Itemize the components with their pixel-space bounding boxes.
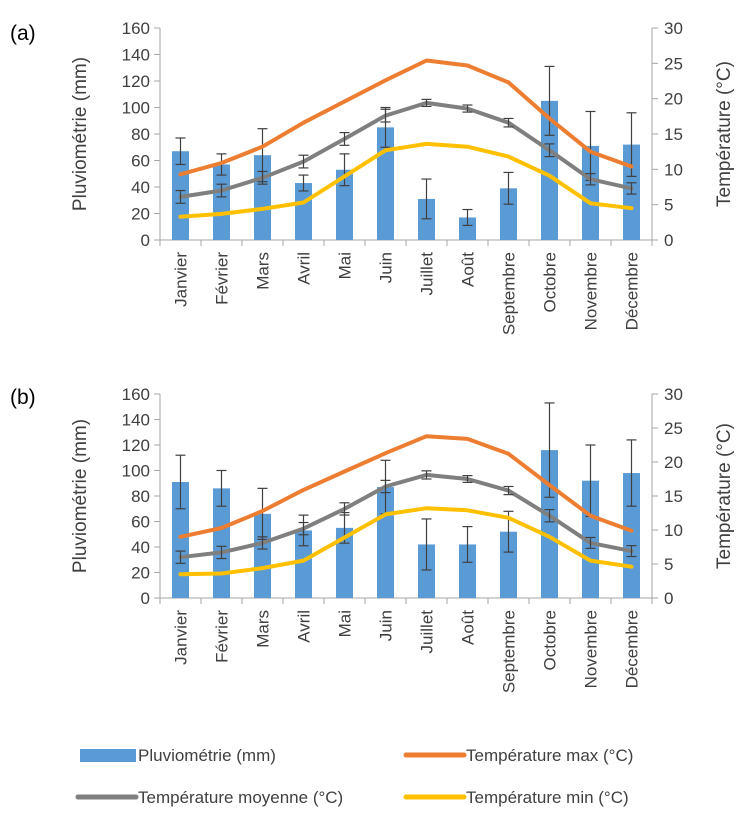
series-line-mean: [178, 100, 634, 199]
category-label: Avril: [295, 252, 314, 285]
y-tick-label: 120: [122, 436, 150, 455]
legend-label-max: Température max (°C): [466, 746, 633, 765]
y2-tick-label: 0: [664, 231, 673, 250]
y2-tick-label: 10: [664, 521, 683, 540]
y2-tick-label: 0: [664, 589, 673, 608]
y2-axis-title: Température (°C): [714, 61, 735, 207]
category-label: Juillet: [418, 610, 437, 654]
category-label: Août: [459, 252, 478, 287]
y-tick-label: 160: [122, 19, 150, 38]
category-label: Juin: [377, 252, 396, 283]
category-label: Novembre: [582, 610, 601, 688]
bar-rainfall: [213, 488, 230, 598]
category-label: Décembre: [623, 610, 642, 688]
y2-axis-title: Température (°C): [714, 423, 735, 569]
y2-tick-label: 5: [664, 196, 673, 215]
y-tick-label: 80: [131, 487, 150, 506]
bar-rainfall: [172, 481, 189, 598]
y-axis-title: Pluviométrie (mm): [70, 419, 91, 573]
bar-rainfall: [213, 164, 230, 240]
y2-tick-label: 30: [664, 19, 683, 38]
y2-tick-label: 10: [664, 160, 683, 179]
category-label: Février: [213, 610, 232, 663]
y2-tick-label: 25: [664, 54, 683, 73]
category-label: Janvier: [172, 610, 191, 665]
y-tick-label: 40: [131, 538, 150, 557]
y-tick-label: 20: [131, 205, 150, 224]
y-tick-label: 160: [122, 385, 150, 404]
category-label: Octobre: [541, 252, 560, 312]
category-label: Janvier: [172, 252, 191, 307]
bar-rainfall: [459, 544, 476, 598]
category-label: Juillet: [418, 252, 437, 296]
legend: Pluviométrie (mm) Température max (°C) Tem…: [75, 746, 633, 807]
y-tick-label: 0: [141, 589, 150, 608]
category-label: Décembre: [623, 252, 642, 330]
bar-rainfall: [500, 531, 517, 598]
y2-tick-label: 15: [664, 487, 683, 506]
legend-label-rain: Pluviométrie (mm): [138, 746, 276, 765]
y-tick-label: 100: [122, 99, 150, 118]
y-tick-label: 140: [122, 411, 150, 430]
series-line-min: [178, 506, 634, 577]
category-label: Septembre: [500, 252, 519, 335]
legend-swatch-rain: [80, 749, 136, 762]
bar-rainfall: [418, 198, 435, 240]
category-label: Avril: [295, 610, 314, 643]
series-line-min: [178, 141, 634, 219]
category-label: Juin: [377, 610, 396, 641]
y2-tick-label: 25: [664, 419, 683, 438]
category-label: Février: [213, 252, 232, 305]
y2-tick-label: 15: [664, 125, 683, 144]
y2-tick-label: 5: [664, 555, 673, 574]
y-tick-label: 0: [141, 231, 150, 250]
y-tick-label: 100: [122, 462, 150, 481]
y-tick-label: 140: [122, 46, 150, 65]
bar-rainfall: [295, 530, 312, 598]
y-tick-label: 20: [131, 564, 150, 583]
category-label: Mars: [254, 610, 273, 648]
bar-rainfall: [582, 145, 599, 240]
y2-tick-label: 30: [664, 385, 683, 404]
category-label: Septembre: [500, 610, 519, 693]
series-line-mean: [178, 472, 634, 560]
y-tick-label: 120: [122, 72, 150, 91]
panel-b: (b) 0 20 40 60 80 100 120 140 160 0 5 10 15 20 25 30 Jan…: [10, 385, 735, 693]
bar-rainfall: [418, 544, 435, 598]
legend-label-min: Température min (°C): [466, 788, 629, 807]
y2-tick-label: 20: [664, 90, 683, 109]
y2-tick-label: 20: [664, 453, 683, 472]
bar-rainfall: [377, 127, 394, 240]
y-tick-label: 80: [131, 125, 150, 144]
category-label: Mars: [254, 252, 273, 290]
bar-rainfall: [295, 183, 312, 240]
category-label: Mai: [336, 610, 355, 637]
legend-label-mean: Température moyenne (°C): [138, 788, 343, 807]
bar-rainfall: [336, 169, 353, 240]
category-label: Mai: [336, 252, 355, 279]
y-tick-label: 60: [131, 513, 150, 532]
category-label: Octobre: [541, 610, 560, 670]
y-tick-label: 60: [131, 152, 150, 171]
series-line-max: [178, 58, 634, 177]
bar-rainfall: [459, 217, 476, 240]
y-tick-label: 40: [131, 178, 150, 197]
bar-rainfall: [500, 188, 517, 240]
panel-label: (a): [10, 22, 36, 45]
series-line-max: [178, 434, 634, 539]
bar-rainfall: [336, 527, 353, 598]
panel-label: (b): [10, 386, 36, 409]
bar-rainfall: [254, 513, 271, 598]
panel-a: (a) 0 20 40 60 80 100 120 140 160 0 5 10 15 20 25 30 Jan…: [10, 19, 735, 335]
category-label: Août: [459, 610, 478, 645]
y-axis-title: Pluviométrie (mm): [70, 57, 91, 211]
category-label: Novembre: [582, 252, 601, 330]
